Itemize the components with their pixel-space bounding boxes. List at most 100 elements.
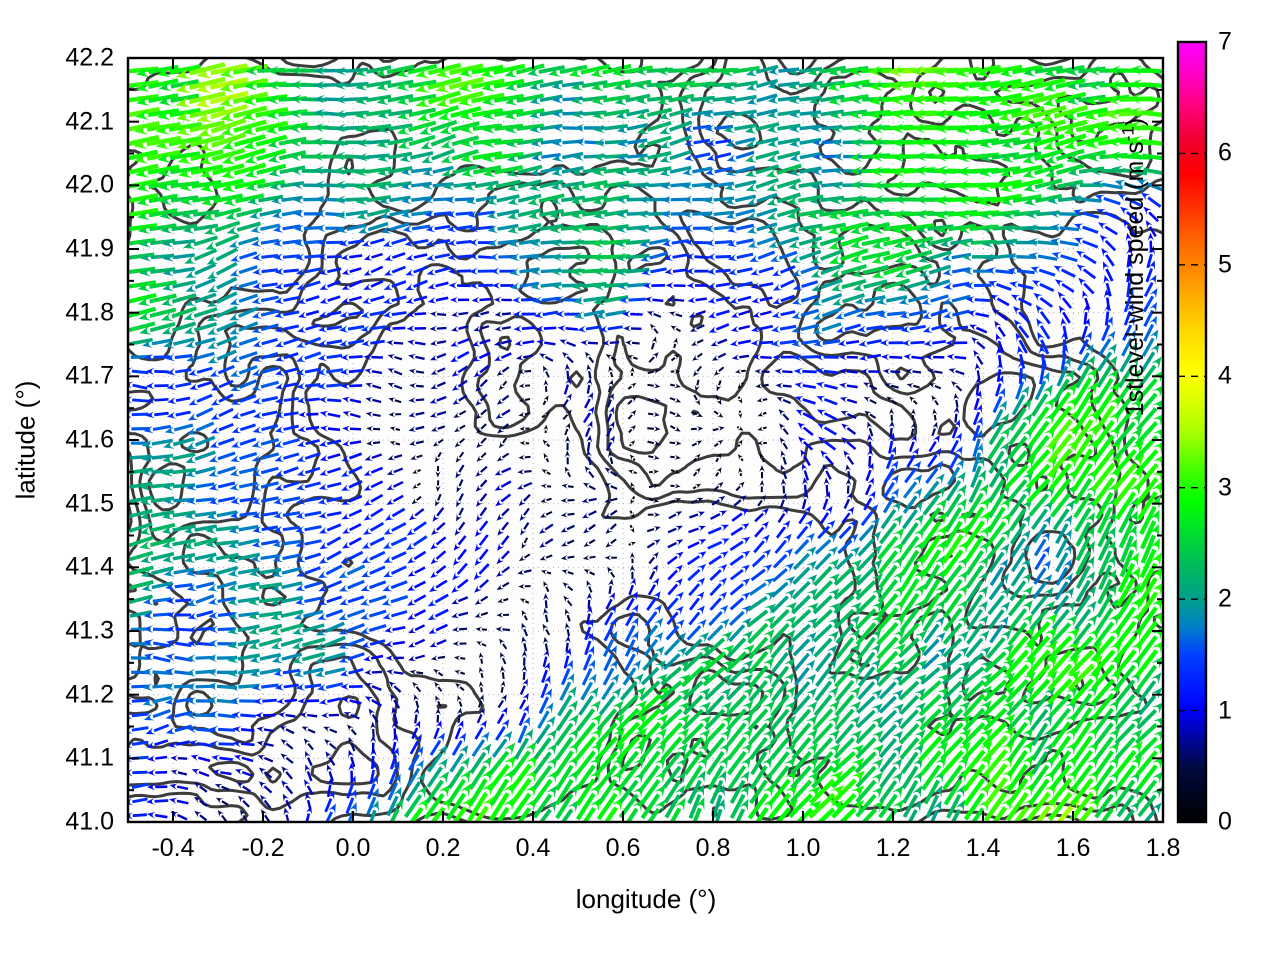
- wind-arrow: [962, 685, 992, 718]
- wind-arrow: [296, 367, 321, 376]
- wind-arrow: [1074, 498, 1097, 533]
- wind-arrow: [705, 239, 733, 247]
- wind-arrow: [355, 80, 392, 91]
- wind-arrow: [628, 542, 636, 547]
- wind-arrow: [1033, 292, 1054, 308]
- wind-arrow: [644, 604, 662, 627]
- wind-arrow: [812, 729, 840, 760]
- wind-arrow: [1076, 264, 1097, 280]
- wind-arrow: [452, 626, 468, 633]
- wind-arrow: [693, 365, 702, 377]
- wind-arrow: [1097, 511, 1116, 548]
- wind-arrow: [454, 670, 466, 675]
- wind-arrow: [659, 701, 691, 731]
- wind-arrow: [972, 416, 983, 442]
- wind-arrow: [877, 659, 905, 687]
- wind-arrow: [528, 224, 564, 234]
- wind-arrow: [1081, 318, 1090, 340]
- wind-arrow: [133, 149, 181, 164]
- wind-arrow: [423, 784, 451, 820]
- wind-arrow: [305, 764, 313, 782]
- wind-arrow: [430, 367, 446, 375]
- wind-arrow: [791, 323, 820, 334]
- wind-arrow: [986, 497, 1011, 534]
- wind-arrow: [186, 351, 215, 363]
- wind-arrow: [646, 539, 661, 549]
- wind-arrow: [988, 281, 1012, 291]
- wind-arrow: [493, 296, 512, 303]
- wind-arrow: [879, 744, 903, 773]
- wind-arrow: [325, 803, 336, 822]
- wind-arrow: [231, 437, 257, 448]
- wind-arrow: [386, 669, 404, 676]
- wind-arrow: [334, 195, 369, 205]
- wind-arrow: [510, 281, 539, 291]
- wind-arrow: [272, 553, 301, 563]
- wind-arrow: [427, 593, 449, 607]
- wind-arrow: [683, 124, 712, 133]
- wind-arrow: [843, 492, 852, 509]
- wind-arrow: [384, 507, 406, 521]
- wind-arrow: [279, 726, 295, 735]
- wind-arrow: [729, 770, 750, 804]
- wind-arrow: [250, 223, 281, 234]
- wind-arrow: [209, 365, 235, 377]
- wind-arrow: [184, 524, 218, 535]
- wind-arrow: [203, 207, 242, 221]
- x-axis-title: longitude (°): [575, 884, 717, 914]
- wind-arrow: [1071, 395, 1099, 435]
- wind-arrow: [1101, 316, 1113, 342]
- wind-arrow: [340, 382, 363, 390]
- wind-arrow: [363, 507, 384, 521]
- wind-arrow: [972, 429, 983, 458]
- wind-arrow: [1072, 381, 1098, 420]
- wind-arrow: [616, 123, 649, 134]
- wind-arrow: [391, 706, 399, 725]
- wind-arrow: [229, 306, 259, 321]
- wind-arrow: [942, 294, 971, 305]
- wind-arrow: [812, 322, 842, 334]
- wind-arrow: [748, 672, 774, 703]
- wind-arrow: [249, 567, 282, 578]
- wind-arrow: [615, 181, 650, 190]
- wind-arrow: [703, 631, 733, 658]
- wind-arrow: [922, 599, 946, 632]
- wind-arrow: [713, 439, 724, 448]
- wind-arrow: [1011, 385, 1030, 416]
- wind-arrow: [941, 661, 970, 685]
- wind-arrow: [1082, 290, 1091, 310]
- wind-arrow: [750, 564, 773, 582]
- wind-arrow: [229, 321, 259, 335]
- wind-arrow: [258, 781, 273, 794]
- wind-arrow: [482, 151, 524, 163]
- wind-arrow: [384, 252, 406, 261]
- wind-arrow: [667, 539, 684, 549]
- wind-arrow: [629, 564, 636, 580]
- wind-arrow: [225, 207, 263, 221]
- wind-arrow: [377, 123, 413, 134]
- wind-arrow: [1095, 598, 1119, 633]
- wind-arrow: [430, 353, 447, 361]
- wind-arrow: [837, 533, 859, 555]
- wind-arrow: [957, 137, 1000, 149]
- wind-arrow: [571, 281, 607, 291]
- wind-arrow: [1140, 343, 1160, 373]
- wind-arrow: [835, 615, 860, 645]
- wind-arrow: [963, 510, 991, 549]
- wind-arrow: [1066, 150, 1107, 164]
- wind-arrow: [507, 208, 542, 220]
- wind-arrow: [521, 537, 529, 549]
- wind-arrow: [543, 453, 550, 463]
- wind-arrow: [196, 77, 249, 94]
- wind-arrow: [629, 524, 635, 533]
- wind-arrow: [396, 63, 438, 78]
- wind-arrow: [297, 397, 320, 404]
- wind-arrow: [798, 505, 811, 525]
- wind-arrow: [617, 138, 648, 147]
- wind-arrow: [447, 253, 472, 261]
- wind-arrow: [376, 94, 414, 106]
- wind-arrow: [360, 580, 387, 592]
- wind-arrow: [670, 469, 680, 474]
- wind-arrow: [998, 92, 1045, 107]
